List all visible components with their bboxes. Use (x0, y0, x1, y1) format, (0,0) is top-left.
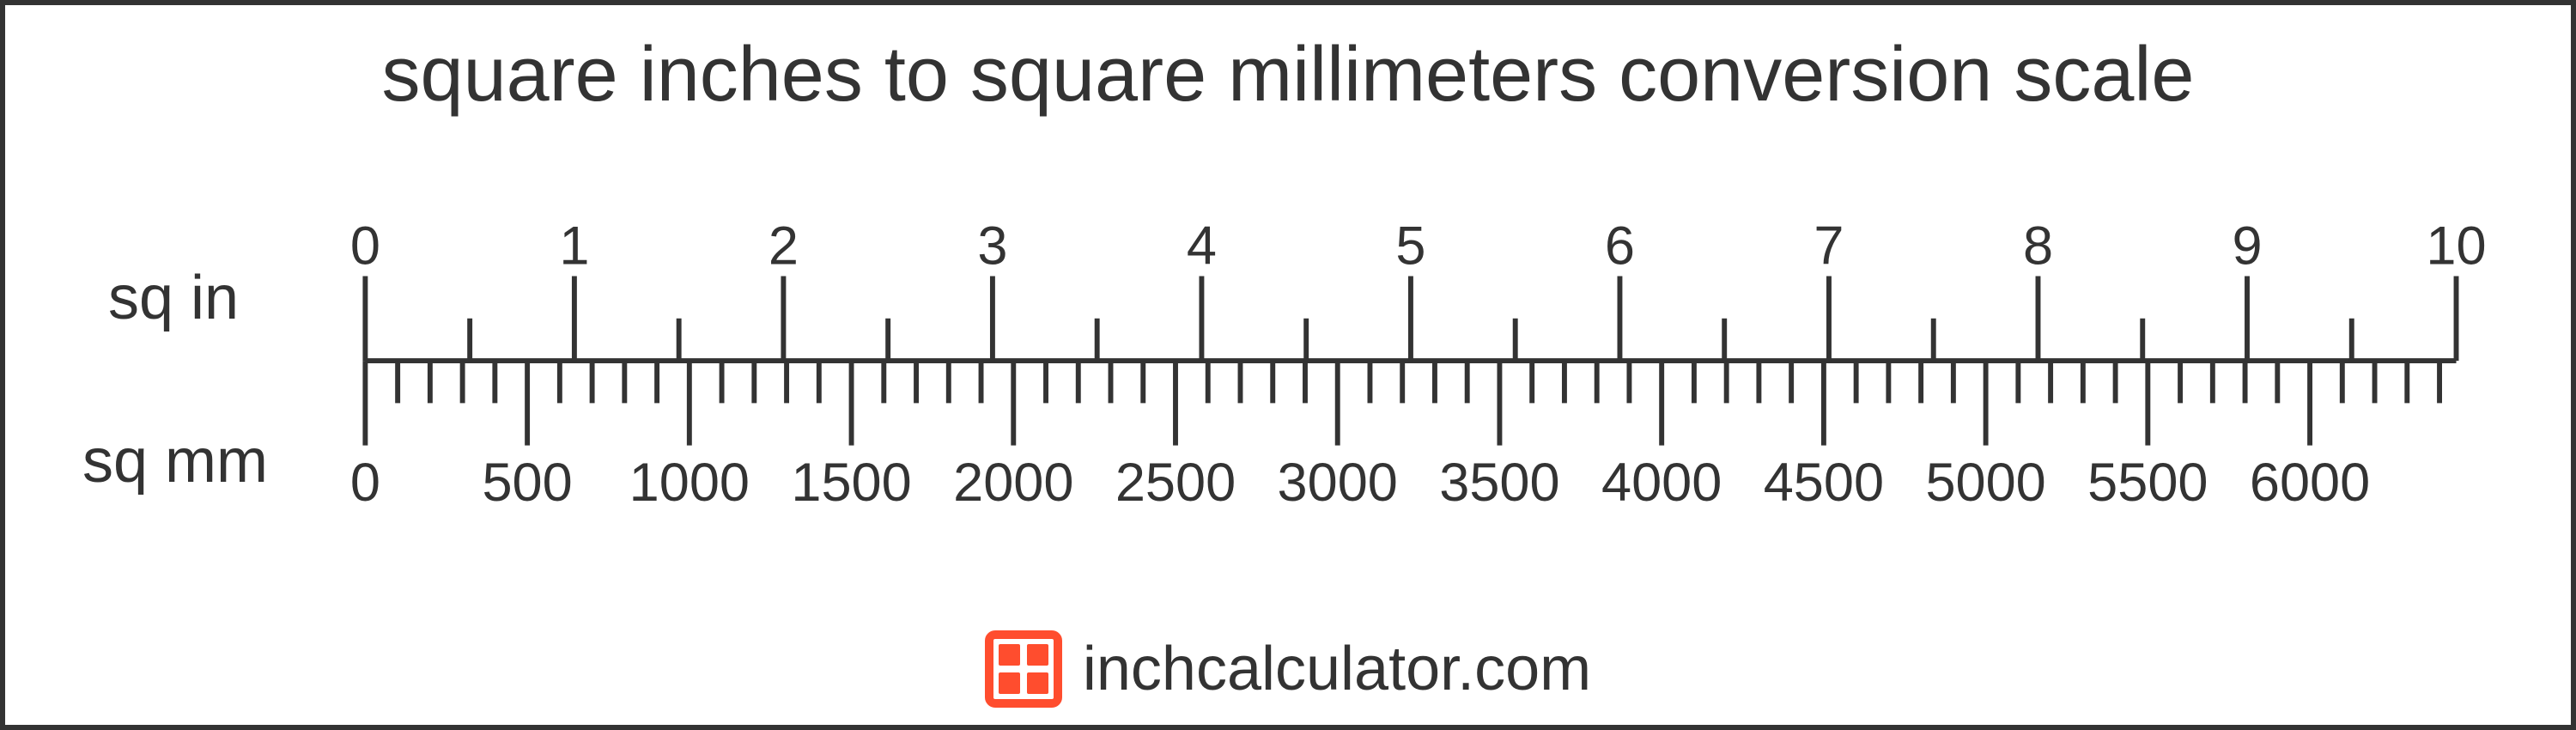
top-tick-label: 8 (2023, 216, 2053, 277)
top-tick-label: 10 (2426, 216, 2486, 277)
top-tick-label: 9 (2232, 216, 2262, 277)
bottom-tick-label: 2000 (953, 453, 1073, 513)
top-tick-label: 3 (977, 216, 1007, 277)
bottom-tick-label: 0 (350, 453, 380, 513)
bottom-tick-label: 4000 (1601, 453, 1722, 513)
footer-text: inchcalculator.com (1083, 634, 1591, 704)
bottom-tick-label: 1000 (629, 453, 750, 513)
logo-cell (1027, 672, 1048, 694)
bottom-tick-label: 5500 (2087, 453, 2208, 513)
top-tick-label: 7 (1814, 216, 1844, 277)
bottom-tick-label: 1500 (791, 453, 911, 513)
top-tick-label: 0 (350, 216, 380, 277)
top-tick-label: 1 (559, 216, 589, 277)
top-tick-label: 5 (1395, 216, 1425, 277)
top-tick-label: 6 (1605, 216, 1635, 277)
top-tick-label: 4 (1187, 216, 1217, 277)
bottom-tick-label: 2500 (1115, 453, 1236, 513)
footer: inchcalculator.com (5, 630, 2571, 708)
bottom-tick-label: 3000 (1278, 453, 1398, 513)
top-tick-label: 2 (769, 216, 799, 277)
bottom-tick-label: 3500 (1439, 453, 1559, 513)
bottom-tick-label: 500 (482, 453, 572, 513)
logo-cell (999, 672, 1020, 694)
calculator-icon (985, 630, 1062, 708)
conversion-scale-frame: square inches to square millimeters conv… (0, 0, 2576, 730)
bottom-tick-label: 5000 (1925, 453, 2045, 513)
ruler-svg: 0 1 2 3 4 5 6 7 8 9 10 0 500 1000 1500 2000 2500 3000 3500… (5, 5, 2571, 725)
bottom-tick-label: 4500 (1764, 453, 1884, 513)
logo-cell (999, 644, 1020, 666)
bottom-tick-label: 6000 (2250, 453, 2370, 513)
logo-cell (1027, 644, 1048, 666)
